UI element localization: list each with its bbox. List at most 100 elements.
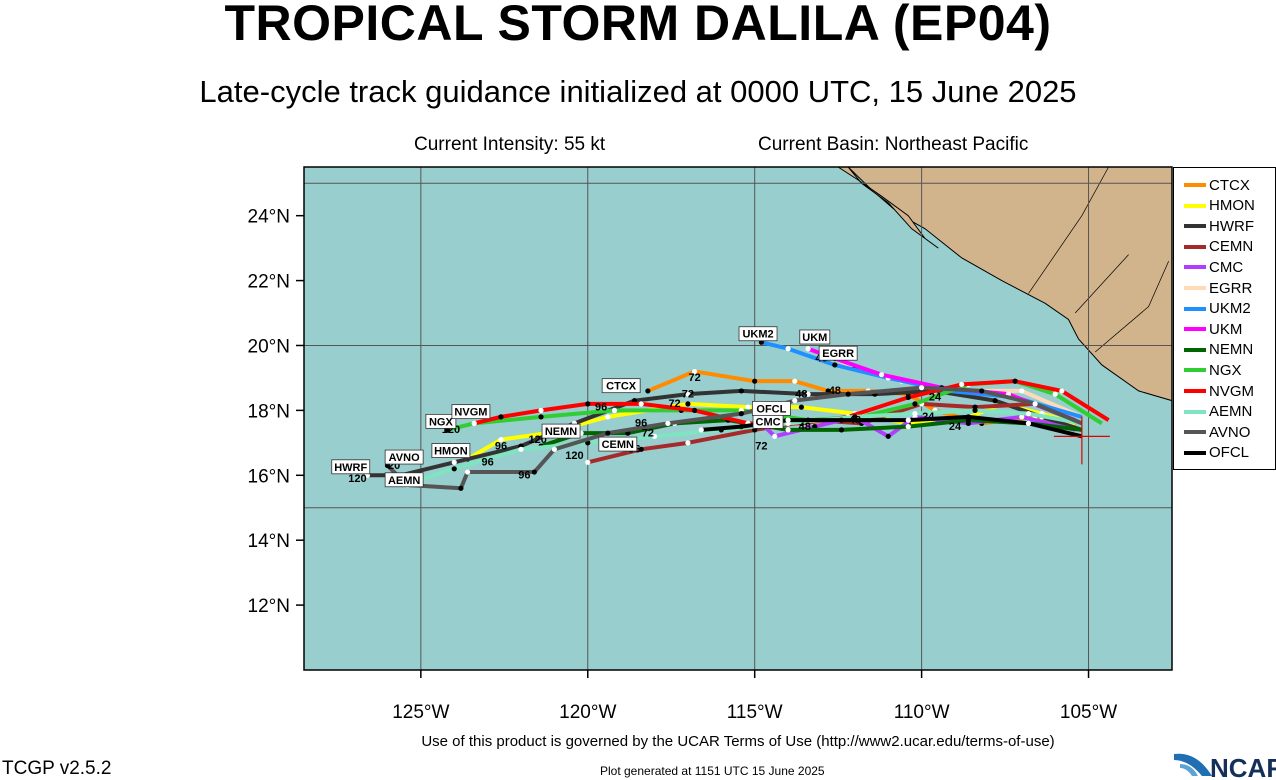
track-point (585, 459, 591, 465)
forecast-hour-label: 48 (829, 385, 841, 397)
track-point (538, 407, 544, 413)
forecast-hour-label: 96 (518, 470, 530, 482)
lon-label: 110°W (894, 702, 950, 723)
legend-label: HWRF (1209, 217, 1254, 235)
track-point (798, 404, 805, 410)
map-subtitle: Late-cycle track guidance initialized at… (199, 74, 1077, 109)
legend-item-hmon: HMON (1184, 196, 1255, 216)
legend-item-nvgm: NVGM (1184, 381, 1254, 401)
legend-swatch (1184, 306, 1206, 311)
track-point (498, 414, 504, 420)
legend-swatch (1184, 327, 1206, 332)
baja-peninsula (836, 166, 939, 249)
legend-swatch (1184, 224, 1206, 229)
model-tag-box (384, 472, 424, 488)
track-point (738, 424, 744, 430)
forecast-hour-label: 120 (565, 450, 583, 462)
model-tag-ctcx: CTCX (606, 381, 637, 393)
model-tag-cmc: CMC (756, 416, 781, 428)
track-point (805, 346, 811, 352)
track-point (1019, 388, 1025, 394)
model-tag-egrr: EGRR (822, 348, 854, 360)
generated-timestamp: Plot generated at 1151 UTC 15 June 2025 (600, 764, 825, 778)
ncar-logo: NCAR (1174, 753, 1276, 780)
lon-label: 115°W (727, 702, 783, 723)
legend-label: UKM2 (1209, 300, 1251, 318)
track-point (1019, 414, 1025, 420)
current-basin: Current Basin: Northeast Pacific (758, 134, 1029, 155)
legend-swatch (1184, 265, 1206, 270)
legend-swatch (1184, 183, 1206, 187)
model-tag-ngx: NGX (429, 416, 454, 428)
model-legend: CTCX HMON HWRF CEMN CMC EGRR UKM2 UKM NEMN NGX NVG… (1173, 167, 1276, 470)
track-point (838, 427, 845, 433)
legend-item-avno: AVNO (1184, 422, 1250, 442)
forecast-hour-label: 120 (348, 473, 366, 485)
version-label: TCGP v2.5.2 (2, 758, 112, 779)
model-tag-hwrf: HWRF (334, 462, 367, 474)
track-point (878, 372, 885, 378)
lat-label: 24°N (248, 207, 290, 228)
track-ofcl (701, 414, 1083, 439)
track-point (792, 378, 798, 384)
track-point (838, 417, 845, 423)
forecast-hour-label: 48 (795, 388, 807, 400)
track-point (605, 414, 611, 420)
track-point (651, 433, 658, 439)
legend-swatch (1184, 347, 1206, 352)
model-tag-box (384, 449, 424, 465)
track-point (645, 388, 651, 394)
legend-swatch (1184, 286, 1206, 290)
track-point (692, 407, 698, 413)
track-point (1012, 378, 1018, 384)
track-point (605, 430, 611, 436)
track-point (972, 407, 978, 413)
track-point (498, 436, 504, 443)
legend-swatch (1184, 368, 1206, 373)
model-tag-nvgm: NVGM (454, 407, 487, 419)
legend-item-ofcl: OFCL (1184, 443, 1249, 463)
forecast-hour-label: 72 (642, 427, 654, 439)
track-hwrf (367, 388, 1083, 478)
forecast-hour-label: 96 (495, 440, 507, 452)
model-tag-ofcl: OFCL (756, 403, 786, 415)
legend-label: UKM (1209, 320, 1243, 338)
track-point (905, 417, 911, 423)
legend-swatch (1184, 389, 1206, 393)
lon-label: 125°W (392, 702, 449, 723)
lon-label: 120°W (559, 702, 616, 723)
track-point (738, 388, 744, 394)
model-tag-ukm: UKM (802, 332, 827, 344)
legend-item-ukm: UKM (1184, 319, 1242, 339)
forecast-hour-label: 72 (755, 440, 767, 452)
track-point (1025, 420, 1032, 426)
track-point (1059, 388, 1065, 394)
legend-swatch (1184, 244, 1206, 249)
track-point (585, 401, 591, 407)
state-border (1074, 254, 1129, 314)
track-point (979, 388, 985, 394)
model-tag-avno: AVNO (389, 452, 420, 464)
track-point (805, 391, 811, 397)
model-tag-box (451, 404, 491, 420)
forecast-hour-label: 24 (929, 392, 942, 404)
legend-label: NVGM (1209, 382, 1254, 400)
lat-label: 14°N (248, 531, 290, 552)
model-tag-box (601, 378, 641, 394)
legend-item-hwrf: HWRF (1184, 216, 1254, 236)
model-tag-box (431, 443, 471, 458)
legend-item-nemn: NEMN (1184, 340, 1253, 360)
legend-item-egrr: EGRR (1184, 278, 1252, 298)
map-title: TROPICAL STORM DALILA (EP04) (224, 0, 1052, 51)
model-tag-nemn: NEMN (545, 426, 577, 438)
track-point (905, 424, 911, 430)
forecast-hour-label: 48 (849, 414, 861, 426)
legend-label: CMC (1209, 258, 1244, 276)
lat-label: 22°N (248, 272, 290, 293)
track-point (785, 427, 791, 433)
ncar-logo-text: NCAR (1210, 753, 1276, 780)
track-point (451, 459, 457, 465)
forecast-hour-label: 72 (688, 372, 700, 384)
track-point (685, 391, 691, 397)
model-tag-cemn: CEMN (602, 439, 634, 451)
